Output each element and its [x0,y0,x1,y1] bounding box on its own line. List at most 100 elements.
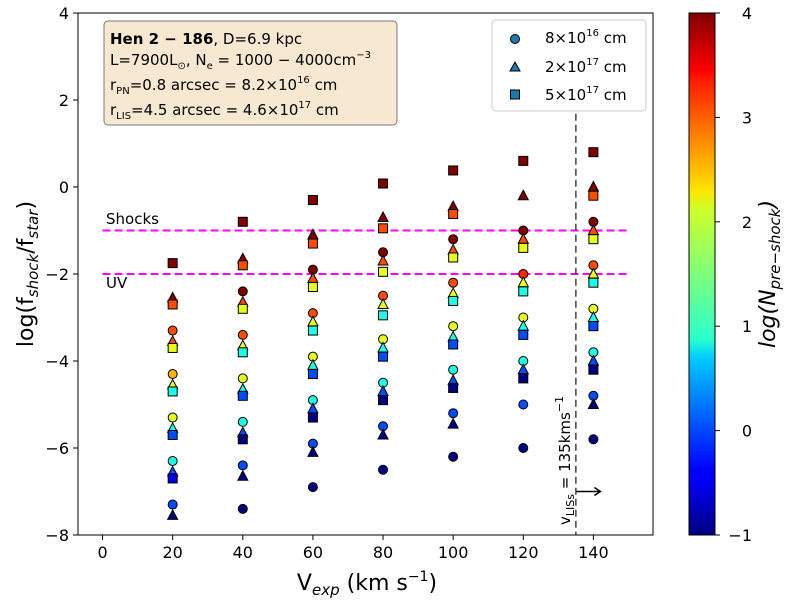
point-circle [237,416,248,427]
point-square [307,325,318,336]
point-circle [448,321,459,332]
point-circle [167,456,178,467]
point-square [448,208,459,219]
point-triangle [587,397,600,409]
x-tick-label: 100 [438,543,469,562]
point-circle [167,369,178,380]
arrow-head [593,486,602,497]
uv-label: UV [106,274,128,292]
point-square [307,195,318,206]
point-square [588,234,599,245]
y-tick-label: −2 [45,265,69,284]
point-square [237,347,248,358]
point-triangle [166,508,179,520]
legend-label-1: 8×1016 cm [545,28,627,47]
point-triangle [447,417,459,429]
y-axis-label: log(fshock/fstar) [14,201,42,347]
point-square [588,277,599,288]
point-circle [237,460,248,471]
info-line-2: L=7900L⊙, Ne = 1000 − 4000cm−3 [110,50,371,72]
legend-label-2: 2×1017 cm [545,57,627,76]
colorbar-tick-label: 4 [742,4,752,23]
colorbar-tick-label: 0 [742,422,752,441]
x-tick-label: 80 [373,543,393,562]
point-circle [448,234,459,245]
legend: 8×1016 cm 2×1017 cm 5×1017 cm [491,19,647,112]
point-square [307,238,318,249]
colorbar-label: log(Npre−shock) [756,200,784,348]
reference-lines [102,229,629,275]
info-line-1: Hen 2 − 186, D=6.9 kpc [110,30,302,48]
point-circle [237,286,248,297]
point-triangle [517,189,530,201]
data-points [166,147,600,520]
point-square [378,266,389,277]
point-triangle [377,428,389,440]
colorbar [688,12,716,536]
x-tick-label: 60 [303,543,323,562]
point-square [448,252,459,263]
x-tick-label: 120 [508,543,539,562]
point-square [378,395,389,406]
point-square [167,258,178,269]
legend-marker-square [510,89,520,100]
info-line-4: rLIS=4.5 arcsec = 4.6×1017 cm [110,100,339,122]
info-line-3: rPN=0.8 arcsec = 8.2×1016 cm [110,75,337,97]
shocks-label: Shocks [106,210,159,228]
point-square [518,373,529,384]
point-square [518,155,529,166]
x-axis-ticks: 0 20 40 60 80 100 120 140 [97,535,609,562]
legend-marker-triangle [509,60,521,72]
x-tick-label: 0 [97,543,107,562]
lis-velocity-marker [575,47,602,535]
point-square [307,282,318,293]
point-square [378,178,389,189]
point-circle [167,325,178,336]
point-square [588,364,599,375]
point-circle [378,464,389,475]
y-tick-label: 0 [59,178,69,197]
point-circle [237,373,248,384]
point-circle [448,277,459,288]
point-square [518,329,529,340]
point-square [378,351,389,362]
point-square [307,412,318,423]
colorbar-tick-label: 1 [742,317,752,336]
point-square [237,390,248,401]
point-triangle [307,445,319,457]
point-square [378,223,389,234]
point-square [167,429,178,440]
point-square [167,386,178,397]
point-square [518,286,529,297]
colorbar-ticks: −1 0 1 2 3 4 [715,4,752,545]
point-circle [167,412,178,423]
point-square [518,242,529,253]
point-square [378,310,389,321]
colorbar-tick-label: 2 [742,213,752,232]
point-triangle [377,297,389,309]
point-square [237,303,248,314]
y-tick-label: 2 [59,91,69,110]
point-square [167,342,178,353]
point-square [588,190,599,201]
colorbar-tick-label: −1 [728,526,752,545]
point-square [167,473,178,484]
point-circle [518,399,529,410]
colorbar-tick-label: 3 [742,108,752,127]
point-square [448,339,459,350]
y-tick-label: −6 [45,439,69,458]
x-tick-label: 40 [233,543,253,562]
point-square [237,216,248,227]
x-tick-label: 140 [578,543,609,562]
point-triangle [236,469,249,481]
x-axis-label: Vexp (km s−1) [297,569,437,599]
point-circle [448,451,459,462]
vline-label: vLISs = 135kms−1 [553,396,577,525]
point-square [307,369,318,380]
point-triangle [377,210,389,222]
point-circle [588,434,599,445]
y-axis-ticks: −8 −6 −4 −2 0 2 4 [45,4,78,545]
point-triangle [377,254,389,266]
point-square [237,260,248,271]
